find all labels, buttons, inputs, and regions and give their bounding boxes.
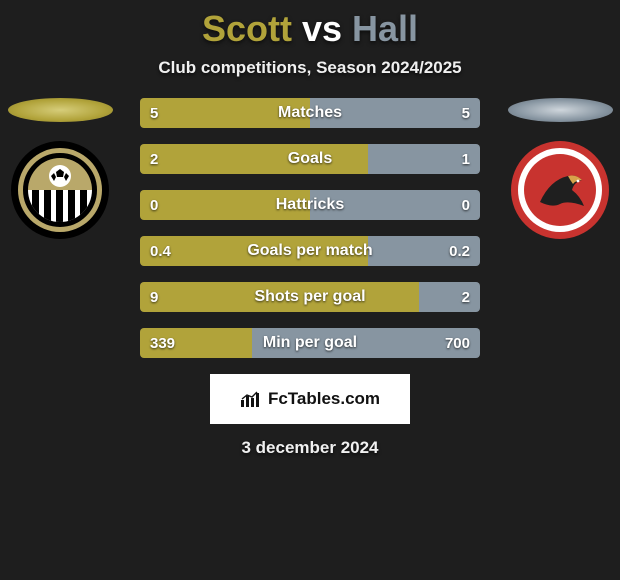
subtitle: Club competitions, Season 2024/2025: [0, 58, 620, 78]
stat-value-left: 0: [150, 190, 158, 220]
watermark: FcTables.com: [210, 374, 410, 424]
crest-left-icon: [10, 140, 110, 240]
crest-right-icon: [510, 140, 610, 240]
player1-name: Scott: [202, 8, 292, 49]
stat-value-right: 0: [462, 190, 470, 220]
right-spotlight: [508, 98, 613, 122]
stat-row: 0.40.2Goals per match: [140, 236, 480, 266]
walsall-crest: [510, 140, 610, 240]
left-spotlight: [8, 98, 113, 122]
chart-icon: [240, 390, 262, 408]
date-label: 3 december 2024: [0, 438, 620, 458]
left-side: [0, 98, 120, 240]
stat-row: 21Goals: [140, 144, 480, 174]
stat-fill-right: [310, 190, 480, 220]
stat-fill-left: [140, 282, 419, 312]
stat-value-left: 339: [150, 328, 175, 358]
right-side: [500, 98, 620, 240]
comparison-stage: 55Matches21Goals00Hattricks0.40.2Goals p…: [0, 98, 620, 358]
stat-value-left: 9: [150, 282, 158, 312]
watermark-text: FcTables.com: [268, 389, 380, 409]
stat-value-right: 5: [462, 98, 470, 128]
stat-row: 92Shots per goal: [140, 282, 480, 312]
comparison-title: Scott vs Hall: [0, 0, 620, 50]
stat-row: 00Hattricks: [140, 190, 480, 220]
player2-name: Hall: [352, 8, 418, 49]
stat-bars: 55Matches21Goals00Hattricks0.40.2Goals p…: [140, 98, 480, 358]
vs-separator: vs: [302, 8, 342, 49]
stat-fill-left: [140, 98, 310, 128]
stat-value-left: 0.4: [150, 236, 171, 266]
stat-fill-right: [310, 98, 480, 128]
stat-fill-right: [419, 282, 480, 312]
stat-row: 55Matches: [140, 98, 480, 128]
stat-value-right: 0.2: [449, 236, 470, 266]
stat-value-right: 1: [462, 144, 470, 174]
notts-county-crest: [10, 140, 110, 240]
stat-fill-left: [140, 144, 368, 174]
stat-value-left: 5: [150, 98, 158, 128]
stat-value-right: 700: [445, 328, 470, 358]
stat-row: 339700Min per goal: [140, 328, 480, 358]
stat-fill-left: [140, 190, 310, 220]
stat-fill-left: [140, 236, 368, 266]
stat-value-right: 2: [462, 282, 470, 312]
stat-value-left: 2: [150, 144, 158, 174]
